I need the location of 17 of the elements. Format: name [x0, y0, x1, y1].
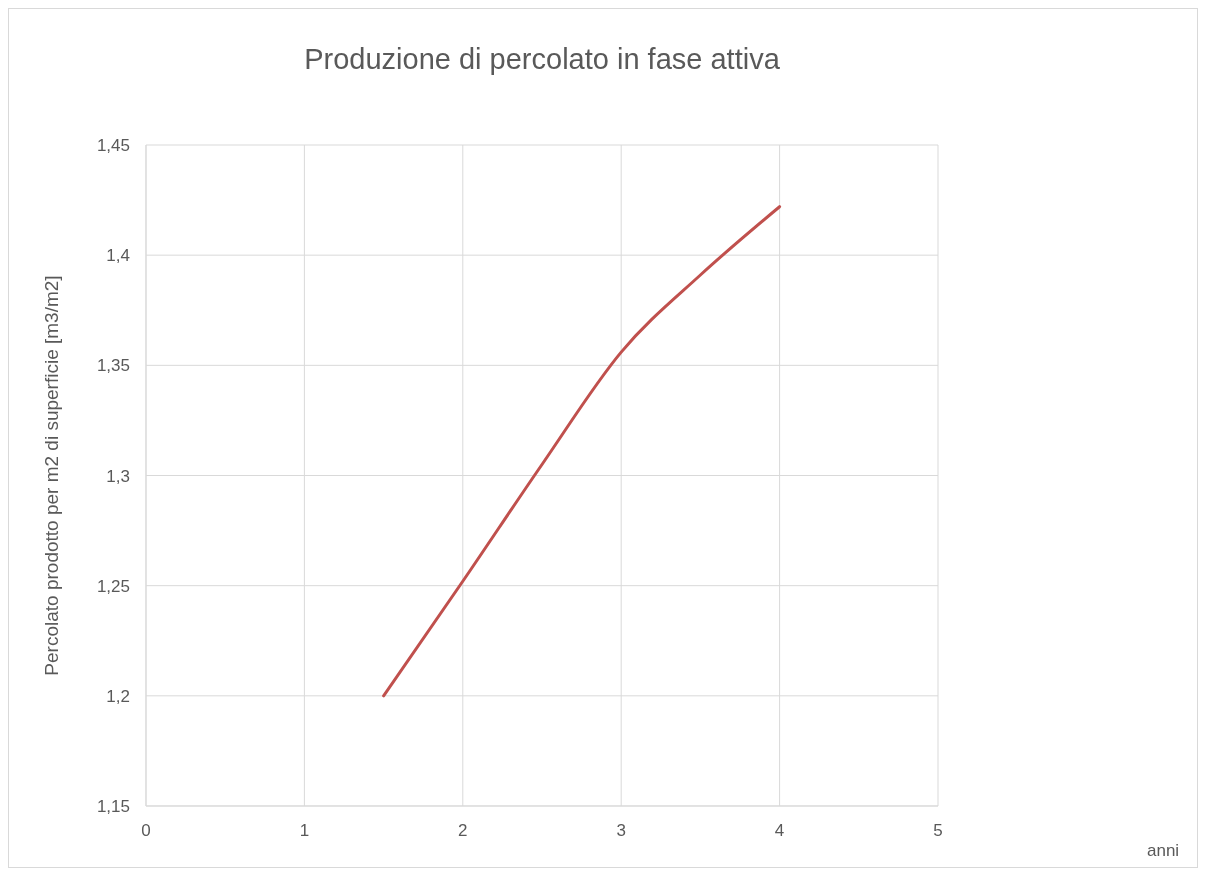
- text: anni: [1147, 841, 1180, 861]
- y-tick-label: 1,2: [106, 686, 130, 706]
- chart-title: Produzione di percolato in fase attiva: [303, 43, 781, 76]
- line-series: [382, 205, 782, 698]
- x-tick-label: 1: [299, 821, 310, 841]
- y-tick-label: 1,45: [96, 136, 130, 156]
- y-tick-label: 1,35: [96, 356, 130, 376]
- x-tick-label: 0: [141, 821, 151, 841]
- y-tick-label: 1,3: [106, 466, 130, 486]
- x-tick-label: 4: [774, 821, 785, 841]
- x-tick-label: 3: [616, 821, 626, 841]
- y-tick-label: 1,15: [96, 797, 130, 817]
- y-tick-label: 1,25: [96, 576, 130, 596]
- y-tick-label: 1,4: [106, 246, 130, 266]
- x-tick-label: 5: [933, 821, 943, 841]
- x-tick-label: 2: [458, 821, 468, 841]
- y-axis-title: Percolato prodotto per m2 di superficie [m3/m2]: [40, 275, 62, 676]
